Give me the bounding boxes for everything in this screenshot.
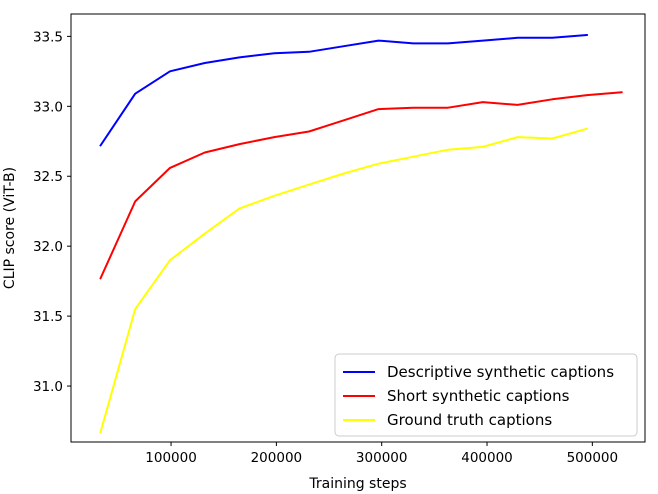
y-axis-ticks: 31.0 31.5 32.0 32.5 33.0 33.5: [33, 29, 71, 395]
legend-label-2: Short synthetic captions: [387, 387, 570, 405]
y-tick-label: 31.0: [33, 379, 63, 395]
x-tick-label: 300000: [356, 450, 408, 466]
y-axis-label: CLIP score (ViT-B): [2, 167, 18, 289]
y-tick-label: 33.0: [33, 99, 63, 115]
legend-label-3: Ground truth captions: [387, 411, 552, 429]
y-tick-label: 32.5: [33, 169, 63, 185]
series-line-3: [99, 127, 589, 434]
x-tick-label: 100000: [145, 450, 197, 466]
series-layer: [99, 34, 623, 434]
x-axis-label: Training steps: [308, 476, 406, 492]
y-tick-label: 31.5: [33, 309, 63, 325]
x-axis-ticks: 100000 200000 300000 400000 500000: [145, 442, 618, 466]
x-tick-label: 400000: [461, 450, 513, 466]
y-tick-label: 33.5: [33, 29, 63, 45]
legend-box: [334, 353, 638, 437]
x-tick-label: 500000: [567, 450, 619, 466]
series-line-1: [99, 34, 589, 147]
legend-label-1: Descriptive synthetic captions: [387, 363, 614, 381]
legend: Descriptive synthetic captions Short synt…: [334, 353, 638, 437]
plot-frame: [70, 13, 646, 443]
x-tick-label: 200000: [251, 450, 303, 466]
series-line-2: [99, 91, 623, 280]
y-tick-label: 32.0: [33, 239, 63, 255]
